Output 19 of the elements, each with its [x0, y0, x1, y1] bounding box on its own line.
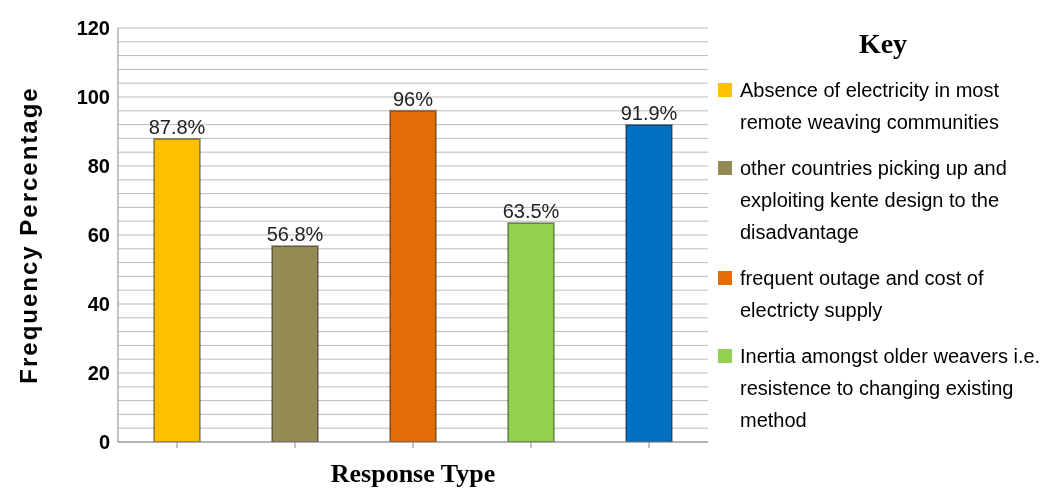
- y-tick-label: 100: [76, 86, 110, 109]
- data-label: 56.8%: [266, 223, 324, 246]
- legend-label: other countries picking up and exploiting kente design to the disadvantage: [740, 156, 1008, 245]
- x-axis-title: Response Type: [330, 459, 496, 488]
- y-axis-title: Frequency Percentage: [14, 86, 42, 384]
- y-tick-label: 40: [87, 293, 110, 316]
- y-tick-label: 0: [98, 431, 110, 454]
- y-tick-label: 20: [87, 362, 110, 385]
- data-label: 96%: [392, 87, 434, 110]
- y-tick-label: 60: [87, 224, 110, 247]
- data-label: 91.9%: [620, 101, 678, 124]
- y-tick-label: 120: [76, 17, 110, 40]
- y-tick-label: 80: [87, 155, 110, 178]
- legend-label: Inertia amongst older weavers i.e. resistence to changing existing method: [740, 344, 1042, 433]
- legend-title: Key: [857, 28, 909, 60]
- legend-label: Absence of electricity in most remote weaving communities: [740, 78, 1000, 135]
- legend-label: frequent outage and cost of electricty supply: [740, 266, 985, 323]
- data-label: 87.8%: [148, 116, 206, 139]
- data-label: 63.5%: [502, 199, 560, 222]
